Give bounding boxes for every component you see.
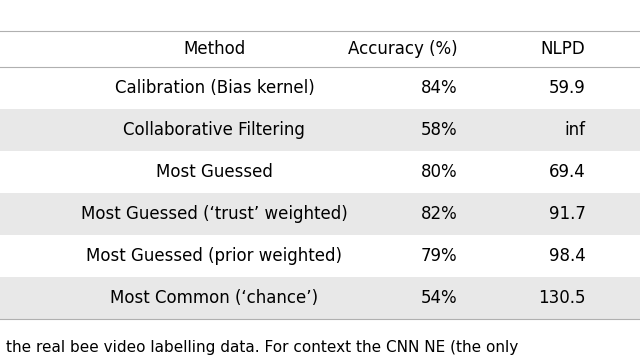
Text: 58%: 58% xyxy=(421,121,458,139)
Text: 98.4: 98.4 xyxy=(549,247,586,265)
Text: Most Guessed (prior weighted): Most Guessed (prior weighted) xyxy=(86,247,342,265)
Text: Accuracy (%): Accuracy (%) xyxy=(348,40,458,58)
Text: 59.9: 59.9 xyxy=(549,79,586,97)
Text: 80%: 80% xyxy=(421,163,458,181)
Text: 91.7: 91.7 xyxy=(548,205,586,223)
Text: 54%: 54% xyxy=(421,289,458,306)
Text: 82%: 82% xyxy=(421,205,458,223)
Text: 79%: 79% xyxy=(421,247,458,265)
Text: NLPD: NLPD xyxy=(541,40,586,58)
Text: Most Guessed (‘trust’ weighted): Most Guessed (‘trust’ weighted) xyxy=(81,205,348,223)
Text: the real bee video labelling data. For context the CNN NE (the only: the real bee video labelling data. For c… xyxy=(6,340,518,355)
Bar xyxy=(0,277,640,318)
Text: 84%: 84% xyxy=(421,79,458,97)
Bar xyxy=(0,193,640,235)
Text: Most Common (‘chance’): Most Common (‘chance’) xyxy=(110,289,319,306)
Text: Calibration (Bias kernel): Calibration (Bias kernel) xyxy=(115,79,314,97)
Text: Collaborative Filtering: Collaborative Filtering xyxy=(124,121,305,139)
Text: Method: Method xyxy=(183,40,246,58)
Text: Most Guessed: Most Guessed xyxy=(156,163,273,181)
Text: 69.4: 69.4 xyxy=(549,163,586,181)
Bar xyxy=(0,109,640,151)
Text: inf: inf xyxy=(564,121,586,139)
Text: 130.5: 130.5 xyxy=(538,289,586,306)
